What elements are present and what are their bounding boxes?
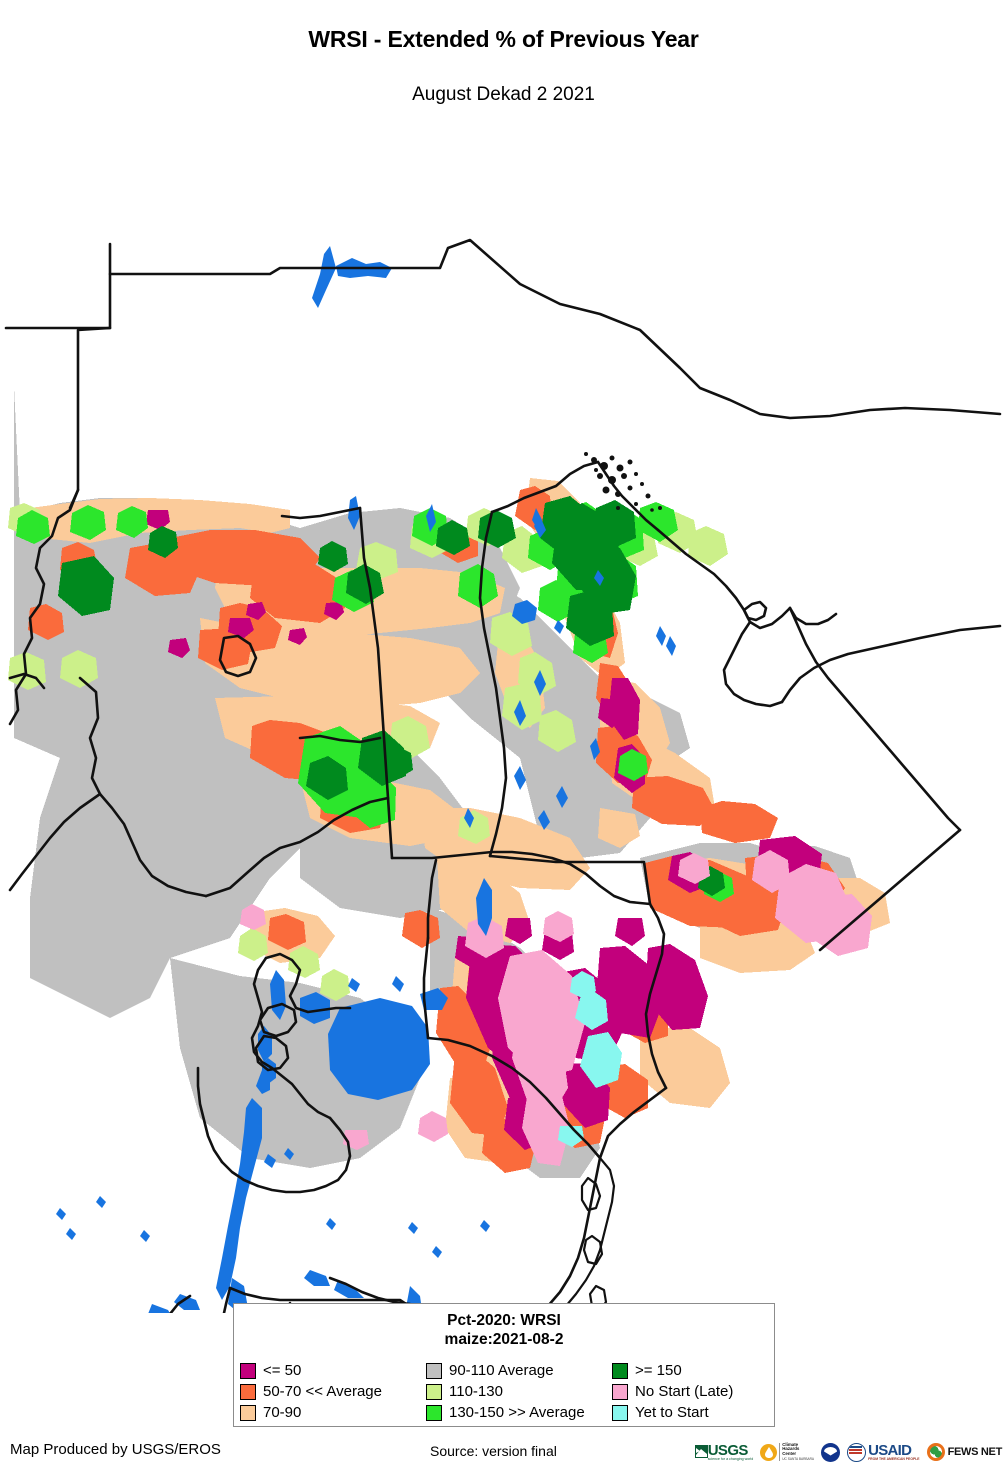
legend-swatch-above-150 <box>612 1362 628 1379</box>
usaid-wordmark: USAID FROM THE AMERICAN PEOPLE <box>868 1441 920 1461</box>
map-raster <box>0 118 1007 1313</box>
noaa-seal-icon <box>821 1442 841 1462</box>
fewsnet-wordmark: FEWS NET <box>947 1446 1003 1458</box>
class-no-start-late <box>240 850 872 1166</box>
legend-title-line1: Pct-2020: WRSI <box>447 1312 561 1329</box>
fewsnet-globe-icon <box>926 1443 945 1461</box>
usgs-mark-icon <box>694 1445 708 1458</box>
legend-item-90-110: 90-110 Average <box>426 1360 612 1381</box>
coastal-islands <box>584 452 662 512</box>
map-footer: Map Produced by USGS/EROS Source: versio… <box>0 1432 1007 1473</box>
legend-item-70-90: 70-90 <box>240 1402 426 1423</box>
legend-swatch-yet-to-start <box>612 1404 628 1421</box>
class-yet-to-start <box>558 971 622 1147</box>
page-title: WRSI - Extended % of Previous Year <box>308 26 699 52</box>
legend-item-130-150: 130-150 >> Average <box>426 1402 612 1423</box>
water-drop-icon <box>764 1446 773 1458</box>
usaid-seal-icon <box>847 1442 867 1462</box>
class-above-150 <box>58 496 725 896</box>
legend-item-below-50: <= 50 <box>240 1360 426 1381</box>
legend-label-130-150: 130-150 >> Average <box>449 1403 585 1421</box>
legend-title: Pct-2020: WRSI maize:2021-08-2 <box>234 1304 774 1349</box>
legend-swatch-70-90 <box>240 1404 256 1421</box>
map-subtitle: August Dekad 2 2021 <box>412 84 595 105</box>
chc-wordmark: Climate Hazards Center UC SANTA BARBARA <box>779 1442 814 1462</box>
chc-logo: Climate Hazards Center UC SANTA BARBARA <box>760 1439 814 1465</box>
legend-label-110-130: 110-130 <box>449 1382 503 1400</box>
legend-item-above-150: >= 150 <box>612 1360 762 1381</box>
legend-swatch-110-130 <box>426 1383 442 1400</box>
fewsnet-logo: FEWS NET <box>926 1439 1003 1465</box>
legend-label-yet-to-start: Yet to Start <box>635 1403 709 1421</box>
legend-label-no-start-late: No Start (Late) <box>635 1382 734 1400</box>
map-canvas[interactable] <box>0 118 1007 1313</box>
legend-swatch-no-start-late <box>612 1383 628 1400</box>
legend-item-no-start-late: No Start (Late) <box>612 1381 762 1402</box>
legend-label-70-90: 70-90 <box>263 1403 302 1421</box>
legend-swatch-50-70 <box>240 1383 256 1400</box>
legend-item-yet-to-start: Yet to Start <box>612 1402 762 1423</box>
usaid-logo: USAID FROM THE AMERICAN PEOPLE <box>847 1439 920 1465</box>
legend-swatch-below-50 <box>240 1362 256 1379</box>
usgs-wordmark: USGS science for a changing world <box>707 1441 754 1461</box>
legend-item-50-70: 50-70 << Average <box>240 1381 426 1402</box>
legend-swatch-90-110 <box>426 1362 442 1379</box>
wrsi-raster-layer <box>8 386 890 1178</box>
legend-items: <= 50 90-110 Average >= 150 50-70 << Ave… <box>240 1360 770 1423</box>
legend-title-line2: maize:2021-08-2 <box>444 1331 564 1348</box>
produced-by-text: Map Produced by USGS/EROS <box>10 1441 221 1458</box>
map-legend: Pct-2020: WRSI maize:2021-08-2 <= 50 90-… <box>233 1303 775 1427</box>
logo-strip: USGS science for a changing world Climat… <box>694 1438 1003 1466</box>
legend-label-50-70: 50-70 << Average <box>263 1382 382 1400</box>
legend-label-90-110: 90-110 Average <box>449 1361 554 1379</box>
legend-item-110-130: 110-130 <box>426 1381 612 1402</box>
usgs-logo: USGS science for a changing world <box>694 1439 754 1465</box>
source-text: Source: version final <box>430 1443 557 1459</box>
legend-swatch-130-150 <box>426 1404 442 1421</box>
noaa-logo <box>821 1439 841 1465</box>
map-header: WRSI - Extended % of Previous Year Augus… <box>0 0 1007 120</box>
chc-drop-icon <box>760 1443 778 1461</box>
legend-label-below-50: <= 50 <box>263 1361 302 1379</box>
legend-label-above-150: >= 150 <box>635 1361 682 1379</box>
country-borders-layer <box>4 238 1002 1313</box>
